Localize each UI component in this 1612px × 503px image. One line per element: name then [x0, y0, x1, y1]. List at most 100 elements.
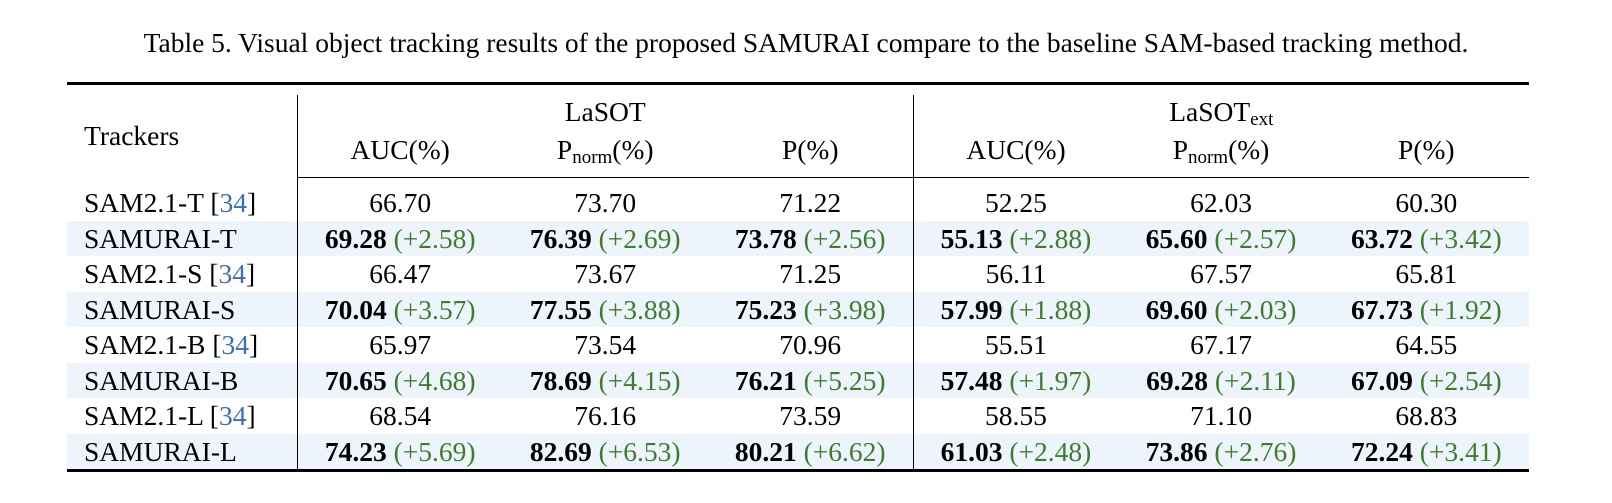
value-cell: 55.51 [985, 329, 1047, 360]
group-header-lasot-ext: LaSOText [1169, 96, 1274, 130]
table-row: SAM2.1-S [34] 66.47 73.67 71.25 56.11 67… [67, 256, 1529, 292]
value-cell: 76.39 (+2.69) [502, 220, 708, 256]
value-cell: 73.86 (+2.76) [1118, 433, 1324, 472]
delta-value: (+3.57) [393, 293, 476, 325]
tracker-name: SAMURAI-L [67, 433, 298, 472]
delta-value: (+1.92) [1419, 293, 1502, 325]
table-row: SAMURAI-T 69.28 (+2.58) 76.39 (+2.69) 73… [67, 220, 1529, 256]
value-cell: 74.23 (+5.69) [297, 433, 503, 472]
table-row: SAM2.1-L [34] 68.54 76.16 73.59 58.55 71… [67, 398, 1529, 434]
citation-link[interactable]: 34 [218, 400, 247, 431]
delta-value: (+3.88) [598, 293, 681, 325]
metric-header-p: P(%) [707, 129, 914, 178]
value-cell: 73.54 [574, 329, 637, 360]
metric-header-pnorm: Pnorm(%) [502, 129, 708, 178]
value-cell: 67.17 [1190, 329, 1252, 360]
tracker-name: SAMURAI-B [67, 362, 298, 398]
delta-value: (+2.11) [1214, 364, 1296, 396]
metric-header-pnorm: Pnorm(%) [1118, 129, 1324, 178]
trackers-header: Trackers [67, 95, 298, 178]
delta-value: (+6.62) [803, 435, 886, 467]
value-cell: 69.28 (+2.58) [297, 220, 503, 256]
value-cell: 65.97 [369, 329, 432, 360]
tracker-name: SAM2.1-B [34] [67, 327, 298, 363]
value-cell: 75.23 (+3.98) [707, 291, 914, 327]
value-cell: 57.99 (+1.88) [913, 291, 1119, 327]
value-cell: 70.04 (+3.57) [297, 291, 503, 327]
value-cell: 61.03 (+2.48) [913, 433, 1119, 472]
value-cell: 78.69 (+4.15) [502, 362, 708, 398]
group-header-lasot: LaSOT [297, 95, 914, 129]
value-cell: 71.10 [1190, 400, 1252, 431]
value-cell: 68.54 [369, 400, 432, 431]
delta-value: (+4.68) [393, 364, 476, 396]
delta-value: (+2.88) [1009, 222, 1092, 254]
value-cell: 65.81 [1395, 258, 1458, 289]
value-cell: 80.21 (+6.62) [707, 433, 914, 472]
value-cell: 77.55 (+3.88) [502, 291, 708, 327]
value-cell: 71.22 [707, 177, 914, 221]
tracker-name: SAMURAI-S [67, 291, 298, 327]
value-cell: 73.70 [574, 187, 637, 218]
delta-value: (+5.25) [803, 364, 886, 396]
value-cell: 62.03 [1190, 187, 1252, 218]
delta-value: (+2.69) [598, 222, 681, 254]
delta-value: (+4.15) [598, 364, 681, 396]
table-row: SAMURAI-B 70.65 (+4.68) 78.69 (+4.15) 76… [67, 362, 1529, 398]
value-cell: 67.57 [1190, 258, 1252, 289]
delta-value: (+3.42) [1419, 222, 1502, 254]
value-cell: 72.24 (+3.41) [1323, 433, 1529, 472]
tracker-name: SAM2.1-T [34] [67, 177, 298, 221]
value-cell: 64.55 [1395, 329, 1458, 360]
value-cell: 58.55 [985, 400, 1047, 431]
citation-link[interactable]: 34 [218, 258, 246, 289]
table-row: SAMURAI-L 74.23 (+5.69) 82.69 (+6.53) 80… [67, 433, 1529, 472]
value-cell: 70.65 (+4.68) [297, 362, 503, 398]
value-cell: 73.67 [574, 258, 637, 289]
delta-value: (+2.58) [393, 222, 476, 254]
value-cell: 65.60 (+2.57) [1118, 220, 1324, 256]
value-cell: 71.25 [707, 256, 914, 292]
value-cell: 60.30 [1395, 187, 1458, 218]
delta-value: (+6.53) [598, 435, 681, 467]
delta-value: (+1.88) [1009, 293, 1092, 325]
table-row: SAM2.1-T [34] 66.70 73.70 71.22 52.25 62… [67, 177, 1529, 221]
value-cell: 76.21 (+5.25) [707, 362, 914, 398]
value-cell: 63.72 (+3.42) [1323, 220, 1529, 256]
delta-value: (+2.57) [1214, 222, 1297, 254]
citation-link[interactable]: 34 [219, 186, 247, 218]
value-cell: 52.25 [985, 187, 1047, 218]
delta-value: (+2.48) [1009, 435, 1092, 467]
value-cell: 57.48 (+1.97) [913, 362, 1119, 398]
value-cell: 55.13 (+2.88) [913, 220, 1119, 256]
value-cell: 70.96 [707, 327, 914, 363]
value-cell: 67.09 (+2.54) [1323, 362, 1529, 398]
value-cell: 56.11 [985, 258, 1047, 289]
table-body: SAM2.1-T [34] 66.70 73.70 71.22 52.25 62… [67, 177, 1529, 472]
value-cell: 66.47 [369, 258, 432, 289]
metric-header-auc: AUC(%) [297, 129, 503, 178]
tracker-name: SAMURAI-T [67, 220, 298, 256]
value-cell: 66.70 [369, 187, 432, 218]
value-cell: 73.59 [707, 398, 914, 434]
delta-value: (+3.41) [1419, 435, 1502, 467]
delta-value: (+5.69) [393, 435, 476, 467]
delta-value: (+2.56) [803, 222, 886, 254]
value-cell: 69.28 (+2.11) [1118, 362, 1324, 398]
value-cell: 69.60 (+2.03) [1118, 291, 1324, 327]
value-cell: 68.83 [1395, 400, 1458, 431]
delta-value: (+3.98) [803, 293, 886, 325]
delta-value: (+2.54) [1419, 364, 1502, 396]
tracker-name: SAM2.1-S [34] [67, 256, 298, 292]
delta-value: (+2.76) [1214, 435, 1297, 467]
table-row: SAM2.1-B [34] 65.97 73.54 70.96 55.51 67… [67, 327, 1529, 363]
citation-link[interactable]: 34 [221, 329, 250, 360]
table-row: SAMURAI-S 70.04 (+3.57) 77.55 (+3.88) 75… [67, 291, 1529, 327]
delta-value: (+1.97) [1009, 364, 1092, 396]
results-table: Trackers LaSOT LaSOText AUC(%) Pnorm(%) … [67, 82, 1529, 472]
value-cell: 67.73 (+1.92) [1323, 291, 1529, 327]
value-cell: 76.16 [574, 400, 637, 431]
table-caption: Table 5. Visual object tracking results … [143, 27, 1469, 58]
value-cell: 82.69 (+6.53) [502, 433, 708, 472]
metric-header-auc: AUC(%) [913, 129, 1119, 178]
